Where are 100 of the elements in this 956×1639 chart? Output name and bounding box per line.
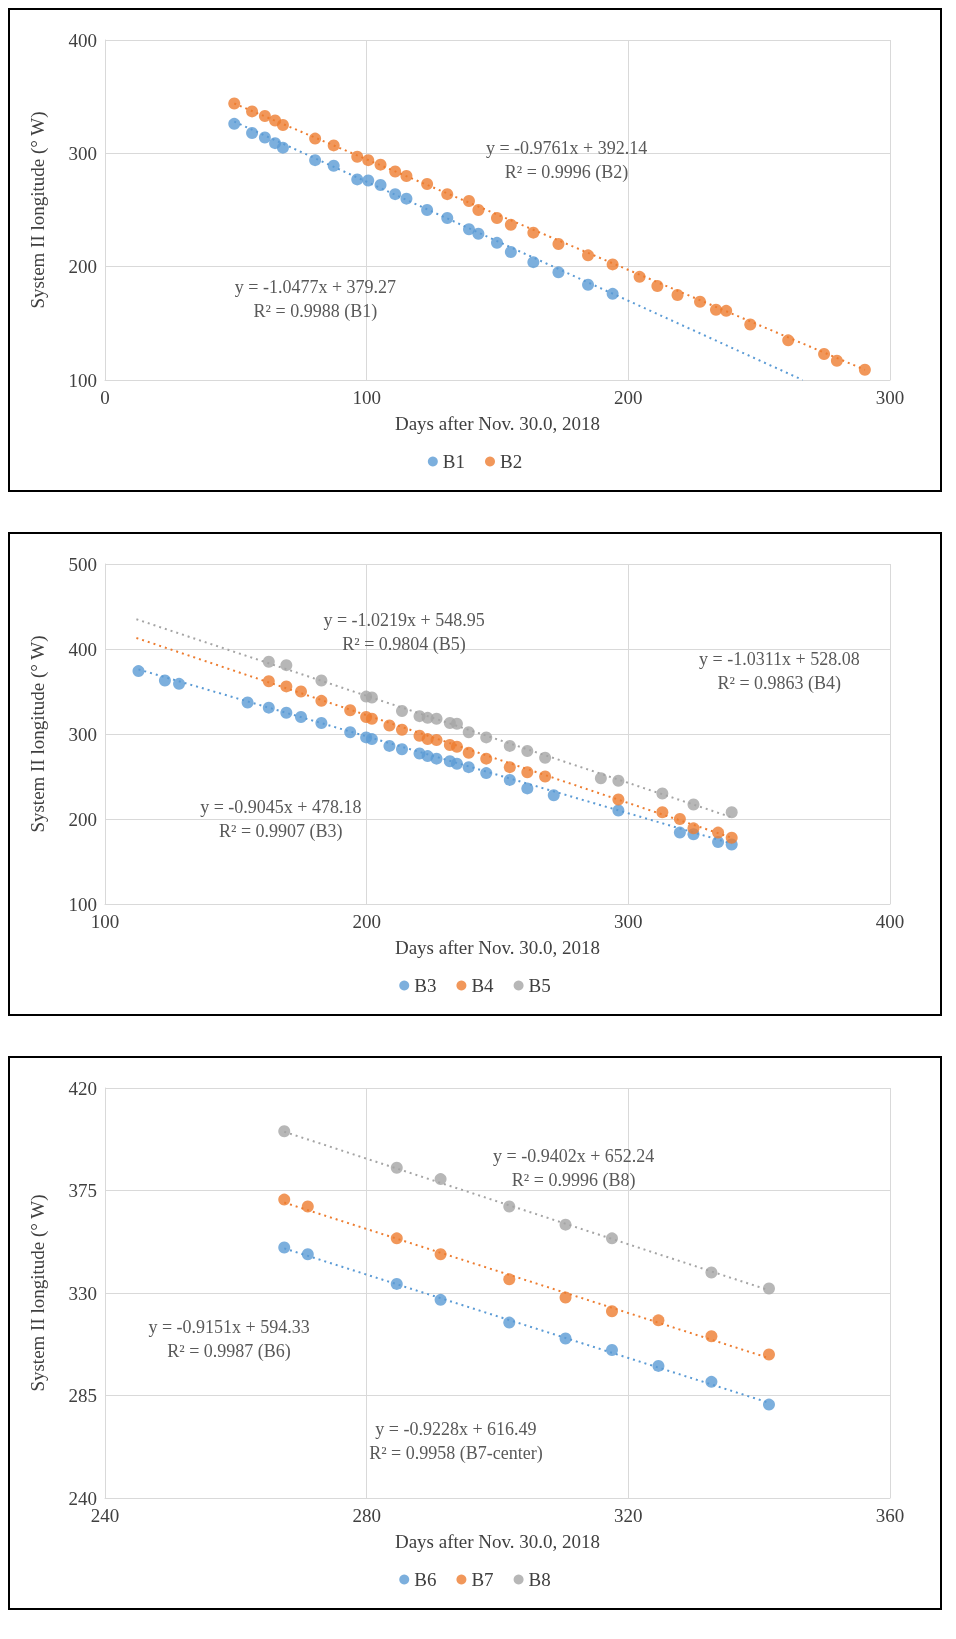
point xyxy=(694,295,707,308)
point xyxy=(400,192,413,205)
point xyxy=(421,204,434,216)
point xyxy=(552,238,565,250)
point xyxy=(671,289,684,301)
point xyxy=(673,813,686,825)
point xyxy=(687,822,700,835)
point xyxy=(612,804,625,817)
x-tick-label: 300 xyxy=(614,911,643,932)
point xyxy=(656,787,669,800)
point xyxy=(651,279,664,292)
legend-label: B2 xyxy=(500,451,523,472)
point xyxy=(374,179,387,192)
y-tick-label: 100 xyxy=(68,369,97,391)
point xyxy=(390,1161,403,1174)
annotation: y = -0.9151x + 594.33 R² = 0.9987 (B6) xyxy=(148,1316,310,1362)
x-tick-label: 300 xyxy=(875,387,905,408)
y-tick-label: 400 xyxy=(68,638,97,660)
point xyxy=(762,1348,775,1361)
point xyxy=(262,675,275,688)
annotation: y = -0.9761x + 392.14 R² = 0.9996 (B2) xyxy=(485,138,648,184)
point xyxy=(504,245,517,258)
y-tick-label: 300 xyxy=(68,723,97,745)
point xyxy=(480,752,493,765)
point xyxy=(434,1173,447,1186)
point xyxy=(344,704,357,717)
point xyxy=(246,105,259,118)
point xyxy=(295,711,307,723)
point xyxy=(762,1282,775,1295)
point xyxy=(441,188,454,201)
y-tick-label: 400 xyxy=(68,29,97,51)
point xyxy=(480,767,493,780)
y-axis-title: System II longitude (° W) xyxy=(27,111,49,309)
point xyxy=(258,109,271,122)
point xyxy=(490,236,503,249)
point xyxy=(606,258,619,271)
point xyxy=(374,158,387,171)
legend-label: B4 xyxy=(471,975,495,996)
legend-label: B1 xyxy=(442,451,466,472)
x-tick-label: 280 xyxy=(352,1505,381,1526)
point xyxy=(504,218,517,231)
point xyxy=(262,655,275,668)
point xyxy=(612,774,625,787)
legend-label: B5 xyxy=(528,975,551,996)
point xyxy=(280,659,293,672)
annotation: y = -1.0311x + 528.08 R² = 0.9863 (B4) xyxy=(698,649,860,695)
point xyxy=(396,705,408,718)
point xyxy=(278,1241,291,1254)
point xyxy=(652,1359,665,1372)
point xyxy=(390,1232,403,1245)
x-tick-label: 200 xyxy=(614,387,643,408)
x-axis-title: Days after Nov. 30.0, 2018 xyxy=(394,413,601,434)
point xyxy=(327,139,340,152)
point xyxy=(705,1266,718,1279)
point xyxy=(503,739,516,752)
point xyxy=(362,174,375,187)
point xyxy=(503,773,516,786)
point xyxy=(450,757,463,770)
point xyxy=(246,126,259,139)
point xyxy=(362,154,375,167)
y-tick-label: 285 xyxy=(68,1385,97,1406)
point xyxy=(503,1200,516,1213)
annotation: y = -0.9402x + 652.24 R² = 0.9996 (B8) xyxy=(493,1145,655,1191)
point xyxy=(559,1332,572,1345)
point xyxy=(278,1125,291,1138)
point xyxy=(462,746,475,759)
point xyxy=(295,685,307,698)
point xyxy=(389,188,402,201)
point xyxy=(744,318,757,331)
point xyxy=(315,716,328,729)
point xyxy=(725,831,738,844)
point xyxy=(472,204,485,216)
point xyxy=(527,256,540,269)
point xyxy=(725,806,738,819)
point xyxy=(633,270,646,283)
point xyxy=(503,761,516,774)
point xyxy=(705,1330,718,1343)
y-tick-label: 375 xyxy=(68,1180,97,1201)
point xyxy=(390,1277,403,1290)
x-tick-label: 400 xyxy=(875,911,905,932)
point xyxy=(582,249,595,262)
point xyxy=(430,712,443,725)
point xyxy=(309,154,322,167)
legend-label: B3 xyxy=(414,975,437,996)
point xyxy=(280,680,293,693)
x-tick-label: 100 xyxy=(352,387,381,408)
y-tick-label: 500 xyxy=(68,553,97,575)
y-axis-title: System II longitude (° W) xyxy=(27,635,49,833)
annotation: y = -1.0477x + 379.27 R² = 0.9988 (B1) xyxy=(234,277,397,323)
annotation: y = -0.9228x + 616.49 R² = 0.9958 (B7-center) xyxy=(369,1419,543,1465)
point xyxy=(315,674,328,687)
point xyxy=(365,691,378,704)
point xyxy=(228,117,241,130)
point xyxy=(539,770,552,783)
y-tick-label: 200 xyxy=(68,256,97,278)
point xyxy=(258,131,271,144)
point xyxy=(720,304,733,317)
point xyxy=(351,150,364,163)
point xyxy=(276,119,289,131)
point xyxy=(301,1248,314,1261)
